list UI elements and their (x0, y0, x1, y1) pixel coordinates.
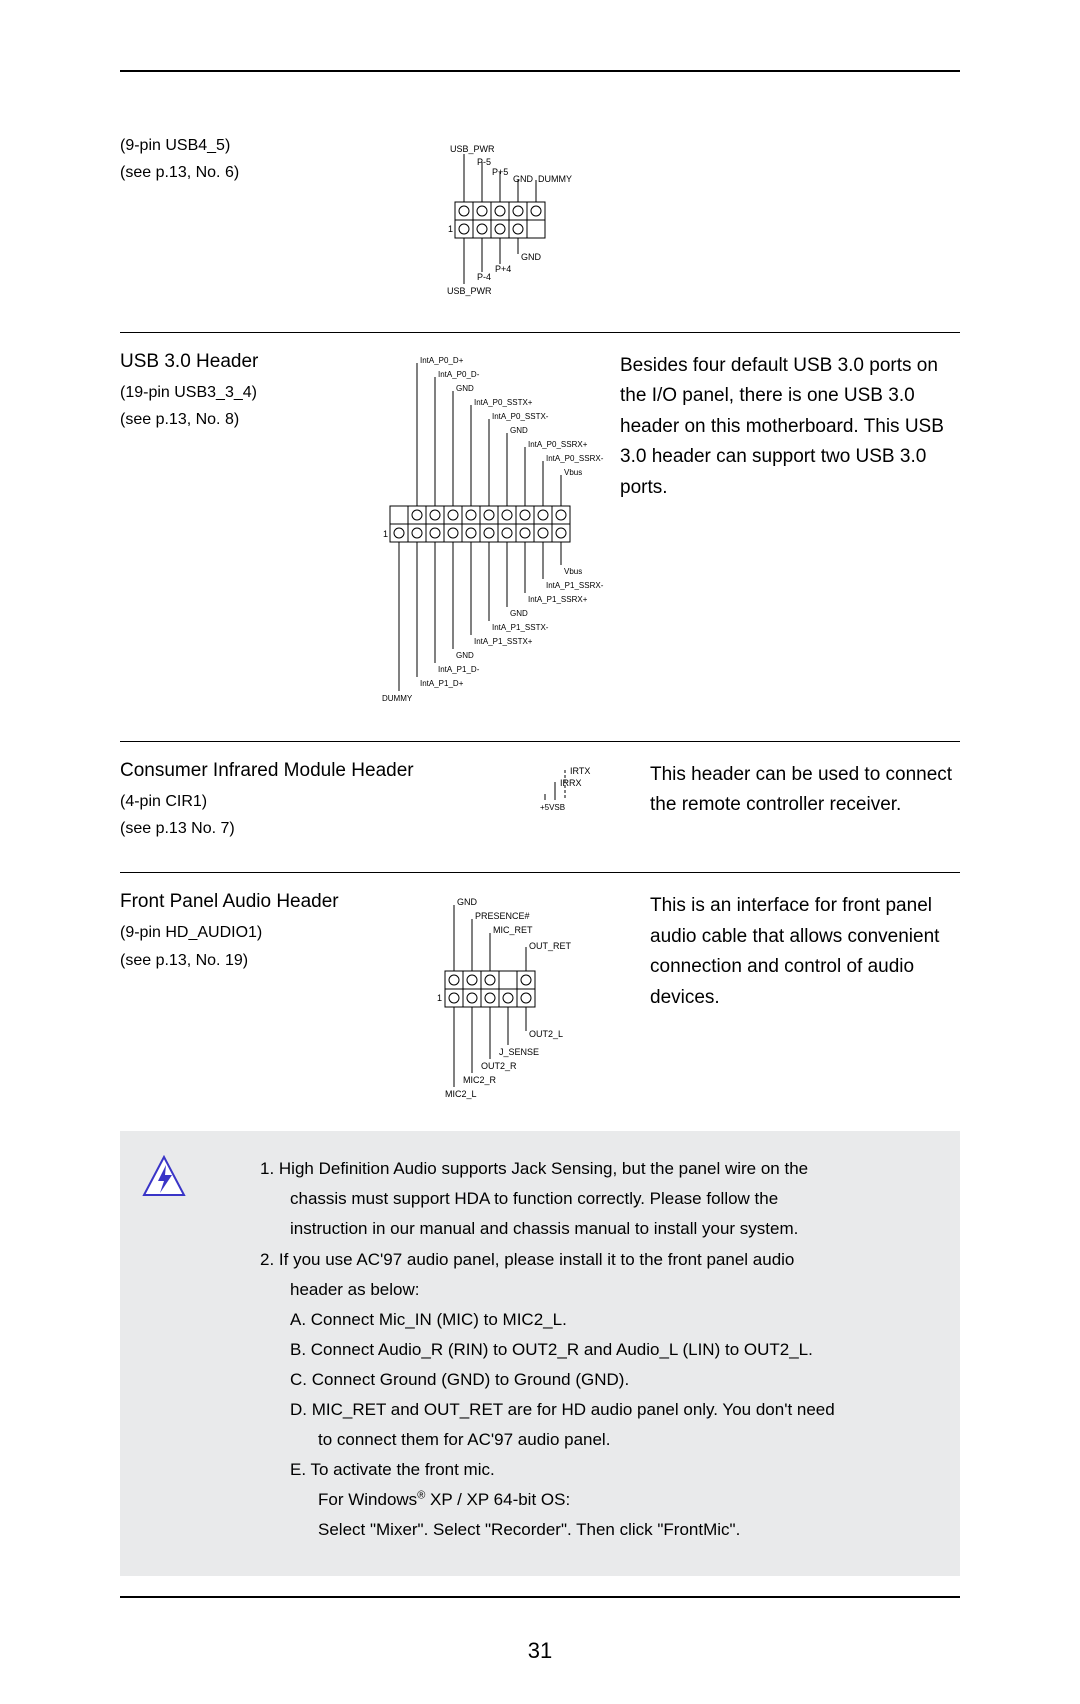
pin-label: IntA_P0_SSTX+ (474, 398, 533, 407)
lightning-icon (140, 1155, 200, 1546)
section-audio: Front Panel Audio Header (9-pin HD_AUDIO… (120, 891, 960, 1101)
left-line: (see p.13, No. 8) (120, 406, 380, 433)
note-line: chassis must support HDA to function cor… (260, 1185, 930, 1213)
page: (9-pin USB4_5) (see p.13, No. 6) (0, 0, 1080, 1704)
section-left: Consumer Infrared Module Header (4-pin C… (120, 760, 540, 842)
pin-label: J_SENSE (499, 1047, 539, 1057)
note-text: XP / XP 64-bit OS: (425, 1490, 570, 1509)
note-line: For Windows® XP / XP 64-bit OS: (260, 1486, 930, 1514)
pin-label: IntA_P1_D- (438, 665, 480, 674)
left-line: (4-pin CIR1) (120, 788, 540, 815)
pin-label: IntA_P1_D+ (420, 679, 464, 688)
left-line: (see p.13 No. 7) (120, 815, 540, 842)
section-desc: Besides four default USB 3.0 ports on th… (620, 351, 960, 503)
pin1-label: 1 (448, 224, 453, 234)
note-line: C. Connect Ground (GND) to Ground (GND). (260, 1366, 930, 1394)
note-line: 1. High Definition Audio supports Jack S… (260, 1155, 930, 1183)
note-line: Select "Mixer". Select "Recorder". Then … (260, 1516, 930, 1544)
pin-label: P-5 (477, 157, 491, 167)
note-line: B. Connect Audio_R (RIN) to OUT2_R and A… (260, 1336, 930, 1364)
pin-label: GND (510, 609, 528, 618)
pin-label: GND (513, 174, 534, 184)
note-box: 1. High Definition Audio supports Jack S… (120, 1131, 960, 1576)
pin-label: GND (457, 897, 478, 907)
note-line: E. To activate the front mic. (260, 1456, 930, 1484)
section-usb3: USB 3.0 Header (19-pin USB3_3_4) (see p.… (120, 351, 960, 711)
pin-label: DUMMY (538, 174, 572, 184)
note-line: header as below: (260, 1276, 930, 1304)
left-line: (9-pin HD_AUDIO1) (120, 919, 380, 946)
pin-label: IntA_P1_SSRX- (546, 581, 604, 590)
note-line: D. MIC_RET and OUT_RET are for HD audio … (260, 1396, 930, 1424)
pin-label: ATX+5VSB (540, 803, 565, 812)
section-cir: Consumer Infrared Module Header (4-pin C… (120, 760, 960, 842)
pin-label: Vbus (564, 468, 582, 477)
note-line: to connect them for AC'97 audio panel. (260, 1426, 930, 1454)
note-line: A. Connect Mic_IN (MIC) to MIC2_L. (260, 1306, 930, 1334)
section-title: Front Panel Audio Header (120, 891, 380, 913)
note-line: instruction in our manual and chassis ma… (260, 1215, 930, 1243)
diagram-cir: IRTX IRRX ATX+5VSB (540, 760, 650, 835)
section-left: Front Panel Audio Header (9-pin HD_AUDIO… (120, 891, 380, 973)
note-text: For Windows (318, 1490, 417, 1509)
pin-label: GND (456, 651, 474, 660)
page-number: 31 (120, 1618, 960, 1664)
section-left: USB 3.0 Header (19-pin USB3_3_4) (see p.… (120, 351, 380, 433)
note-content: 1. High Definition Audio supports Jack S… (200, 1155, 930, 1546)
section-title: Consumer Infrared Module Header (120, 760, 540, 782)
pin-label: OUT2_L (529, 1029, 563, 1039)
section-rule (120, 741, 960, 742)
diagram-usb3: IntA_P0_D+ IntA_P0_D- GND IntA_P0_SSTX+ … (380, 351, 620, 711)
pin-label: IntA_P1_SSRX+ (528, 595, 588, 604)
section-rule (120, 872, 960, 873)
pin-label: PRESENCE# (475, 911, 530, 921)
pin-label: USB_PWR (450, 144, 495, 154)
pin-label: P-4 (477, 272, 491, 282)
section-desc: This is an interface for front panel aud… (650, 891, 960, 1013)
pin-label: USB_PWR (447, 286, 492, 296)
pin-label: IntA_P1_SSTX- (492, 623, 549, 632)
pin-label: MIC_RET (493, 925, 533, 935)
pin-label: IntA_P0_D+ (420, 356, 464, 365)
pin-label: P+4 (495, 264, 511, 274)
pin-label: IRRX (560, 778, 582, 788)
pin-label: IntA_P0_D- (438, 370, 480, 379)
bottom-rule (120, 1596, 960, 1598)
pin-label: DUMMY (382, 694, 413, 703)
pin-label: IntA_P0_SSTX- (492, 412, 549, 421)
pin-label: GND (456, 384, 474, 393)
pin-label: OUT_RET (529, 941, 572, 951)
pin1-label: 1 (383, 529, 388, 539)
section-usb2: (9-pin USB4_5) (see p.13, No. 6) (120, 132, 960, 302)
note-line: 2. If you use AC'97 audio panel, please … (260, 1246, 930, 1274)
pin-label: MIC2_R (463, 1075, 497, 1085)
section-rule (120, 332, 960, 333)
pin-label: IRTX (570, 766, 590, 776)
left-line: (9-pin USB4_5) (120, 132, 380, 159)
left-line: (see p.13, No. 19) (120, 947, 380, 974)
pin-label: Vbus (564, 567, 582, 576)
section-title: USB 3.0 Header (120, 351, 380, 373)
left-line: (see p.13, No. 6) (120, 159, 380, 186)
section-left: (9-pin USB4_5) (see p.13, No. 6) (120, 132, 380, 186)
pin-label: MIC2_L (445, 1089, 477, 1099)
section-desc: This header can be used to connect the r… (650, 760, 960, 821)
pin-label: IntA_P0_SSRX+ (528, 440, 588, 449)
pin-label: P+5 (492, 167, 508, 177)
pin-label: GND (521, 252, 542, 262)
top-rule (120, 70, 960, 72)
left-line: (19-pin USB3_3_4) (120, 379, 380, 406)
pin-label: IntA_P0_SSRX- (546, 454, 604, 463)
pin-label: OUT2_R (481, 1061, 517, 1071)
diagram-audio: GND PRESENCE# MIC_RET OUT_RET MIC2_L MIC… (380, 891, 650, 1101)
pin1-label: 1 (437, 993, 442, 1003)
pin-label: IntA_P1_SSTX+ (474, 637, 533, 646)
pin-label: GND (510, 426, 528, 435)
diagram-usb2: USB_PWR P-5 P+5 GND DUMMY USB_PWR P-4 P+… (380, 132, 650, 302)
